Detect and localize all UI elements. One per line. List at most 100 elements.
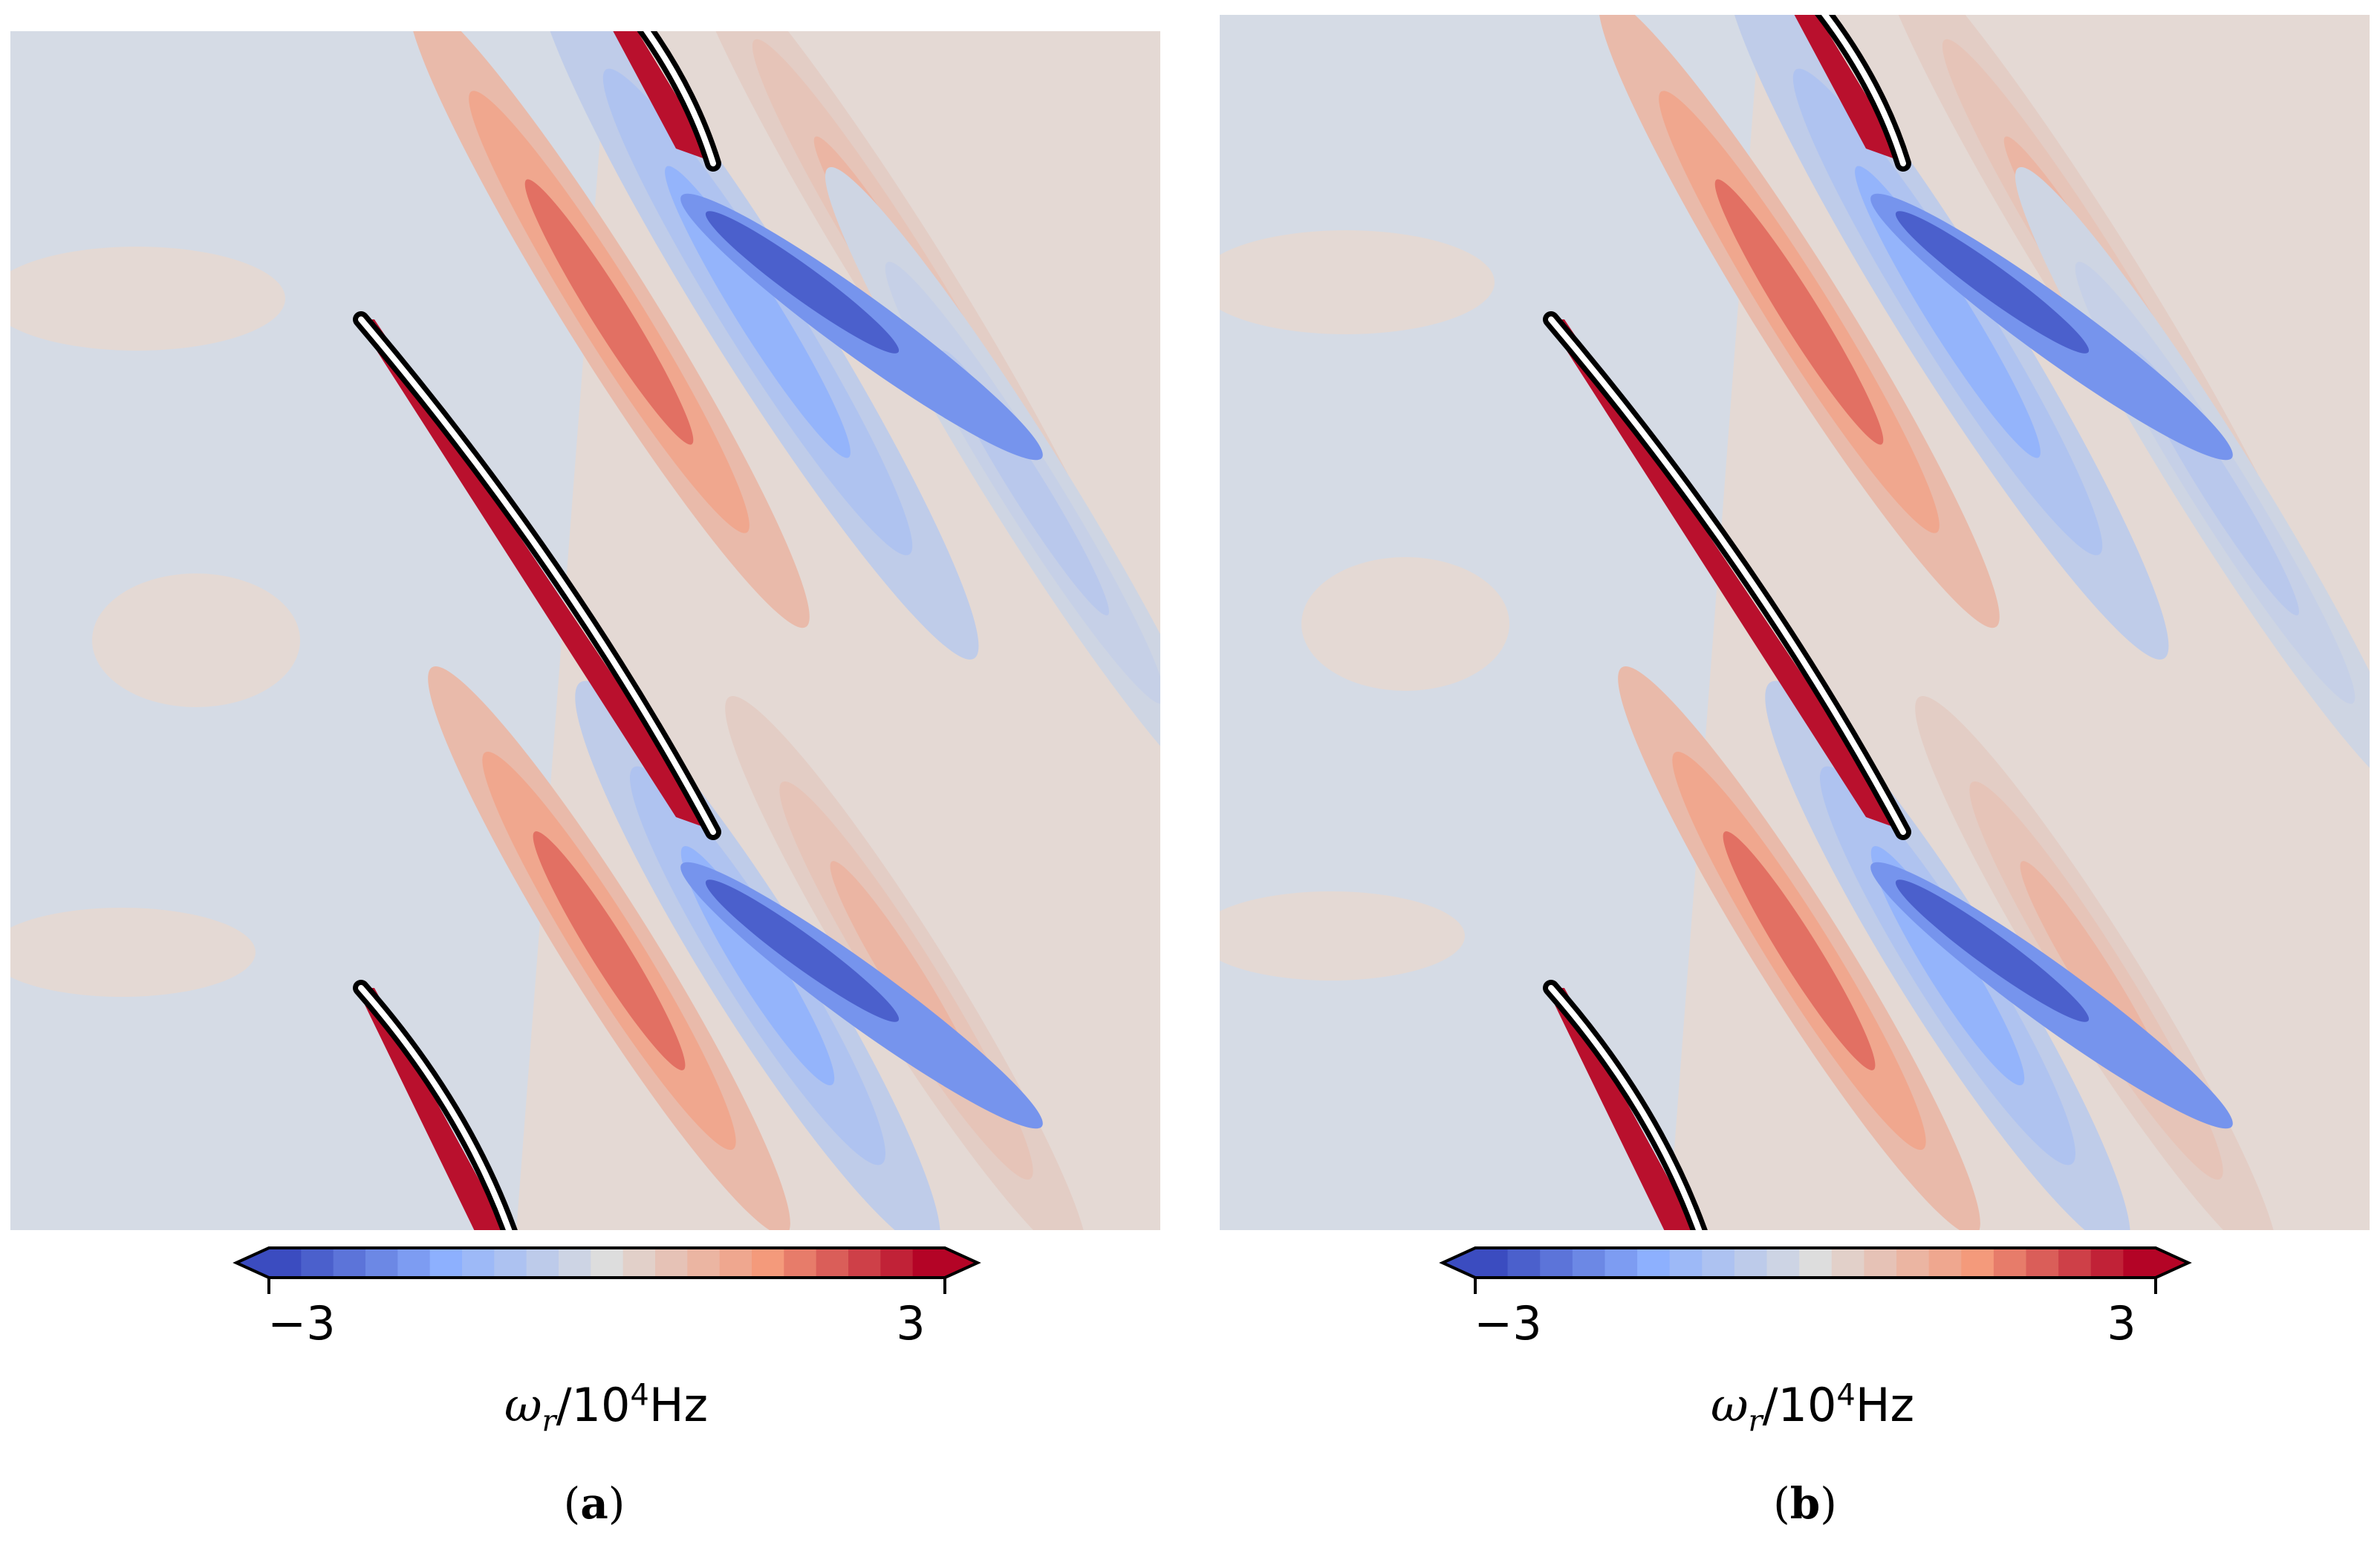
colorbar-segment: [429, 1248, 463, 1278]
colorbar-tick-max-a: 3: [896, 1296, 926, 1350]
warm-patch: [92, 573, 300, 707]
label-subscript: r: [1748, 1404, 1763, 1439]
wave-band-red: [1714, 179, 1884, 445]
colorbar-segment: [1572, 1248, 1606, 1278]
colorbar-segment: [397, 1248, 431, 1278]
colorbar-segment: [2090, 1248, 2124, 1278]
panel-b: −3 3 ωr/104Hz (b): [1190, 0, 2380, 1551]
colorbar-segment: [848, 1248, 881, 1278]
contour-plot-b: [1220, 15, 2370, 1230]
pressure-side-region: [1794, 15, 1908, 163]
panel-caption-b: (b): [1773, 1478, 1837, 1529]
colorbar-segment: [1766, 1248, 1800, 1278]
wave-band-red: [533, 831, 686, 1070]
panel-a: −3 3 ωr/104Hz (a): [10, 31, 1160, 1529]
label-exponent: 4: [630, 1378, 649, 1413]
colorbar-segment: [1896, 1248, 1930, 1278]
colorbar-segment: [1928, 1248, 1962, 1278]
colorbar-segment: [1831, 1248, 1865, 1278]
label-divider: /: [556, 1378, 572, 1432]
pressure-side-region: [1547, 988, 1697, 1230]
colorbar-segment: [655, 1248, 688, 1278]
label-symbol: ω: [504, 1378, 542, 1432]
colorbar-segment: [301, 1248, 334, 1278]
colorbar-extend-low: [1443, 1248, 1475, 1278]
blade-body: [1548, 985, 1703, 1230]
colorbar-extend-high: [2156, 1248, 2188, 1278]
colorbar-segment: [912, 1248, 946, 1278]
panel-label-b: b: [1789, 1478, 1821, 1529]
label-unit: Hz: [648, 1378, 709, 1432]
colorbar-segment: [1604, 1248, 1638, 1278]
colorbar-segment: [1734, 1248, 1768, 1278]
colorbar-segment: [2058, 1248, 2092, 1278]
colorbar-label-a: ωr/104Hz: [504, 1378, 708, 1438]
wake-core: [705, 211, 900, 354]
colorbar-tick-max-b: 3: [2107, 1296, 2136, 1350]
colorbar-label-b: ωr/104Hz: [1711, 1378, 1914, 1438]
pressure-side-region: [613, 31, 718, 163]
colorbar-segment: [1961, 1248, 1994, 1278]
wave-band-red: [1723, 831, 1876, 1070]
blade-body: [1821, 15, 1906, 166]
warm-patch: [10, 908, 256, 997]
colorbar-segment: [1669, 1248, 1703, 1278]
label-base: 10: [571, 1378, 631, 1432]
blade-body: [643, 31, 716, 166]
colorbar-segment: [752, 1248, 784, 1278]
colorbar-extend-low: [236, 1248, 269, 1278]
colorbar-segment: [2026, 1248, 2059, 1278]
colorbar-segment: [591, 1248, 624, 1278]
blade-body: [358, 316, 716, 835]
colorbar-segment: [880, 1248, 914, 1278]
blade-body: [1548, 316, 1906, 835]
wake-core: [1895, 879, 2090, 1022]
label-exponent: 4: [1836, 1378, 1856, 1413]
label-subscript: r: [542, 1404, 556, 1439]
colorbar-segment: [1864, 1248, 1897, 1278]
pressure-side-region: [357, 988, 507, 1230]
colorbar-a: [233, 1246, 981, 1294]
colorbar-segment: [622, 1248, 656, 1278]
colorbar-segment: [269, 1248, 302, 1278]
pressure-side-region: [357, 319, 718, 832]
colorbar-segment: [365, 1248, 398, 1278]
colorbar-segment: [1475, 1248, 1509, 1278]
panel-caption-a: (a): [563, 1478, 625, 1529]
colorbar-segment: [462, 1248, 495, 1278]
warm-patch: [1220, 230, 1495, 334]
warm-patch: [1301, 557, 1509, 691]
field-layer: [10, 31, 1160, 1230]
contour-plot-a: [10, 31, 1160, 1230]
warm-patch: [1220, 891, 1465, 981]
colorbar-segment: [816, 1248, 849, 1278]
colorbar-segment: [1507, 1248, 1541, 1278]
colorbar-segment: [719, 1248, 752, 1278]
label-base: 10: [1778, 1378, 1837, 1432]
pressure-side-region: [1547, 319, 1908, 832]
label-divider: /: [1762, 1378, 1778, 1432]
wave-band-red: [524, 179, 694, 445]
warm-patch: [10, 247, 285, 351]
colorbar-segment: [333, 1248, 366, 1278]
colorbar-segment: [1799, 1248, 1833, 1278]
panel-label-a: a: [580, 1478, 608, 1529]
colorbar-segment: [494, 1248, 527, 1278]
colorbar-segment: [687, 1248, 721, 1278]
blade-body: [358, 985, 513, 1230]
colorbar-segment: [559, 1248, 591, 1278]
colorbar-extend-high: [945, 1248, 978, 1278]
colorbar-segment: [1702, 1248, 1735, 1278]
colorbar-segment: [2123, 1248, 2156, 1278]
colorbar-tick-min-b: −3: [1474, 1296, 1542, 1350]
colorbar-tick-min-a: −3: [267, 1296, 336, 1350]
colorbar-segment: [526, 1248, 559, 1278]
wake-core: [705, 879, 900, 1022]
wake-core: [1895, 211, 2090, 354]
colorbar-segment: [1540, 1248, 1573, 1278]
colorbar-b: [1439, 1246, 2192, 1294]
label-unit: Hz: [1855, 1378, 1915, 1432]
colorbar-segment: [784, 1248, 817, 1278]
field-layer: [1220, 15, 2370, 1230]
colorbar-segment: [1993, 1248, 2027, 1278]
